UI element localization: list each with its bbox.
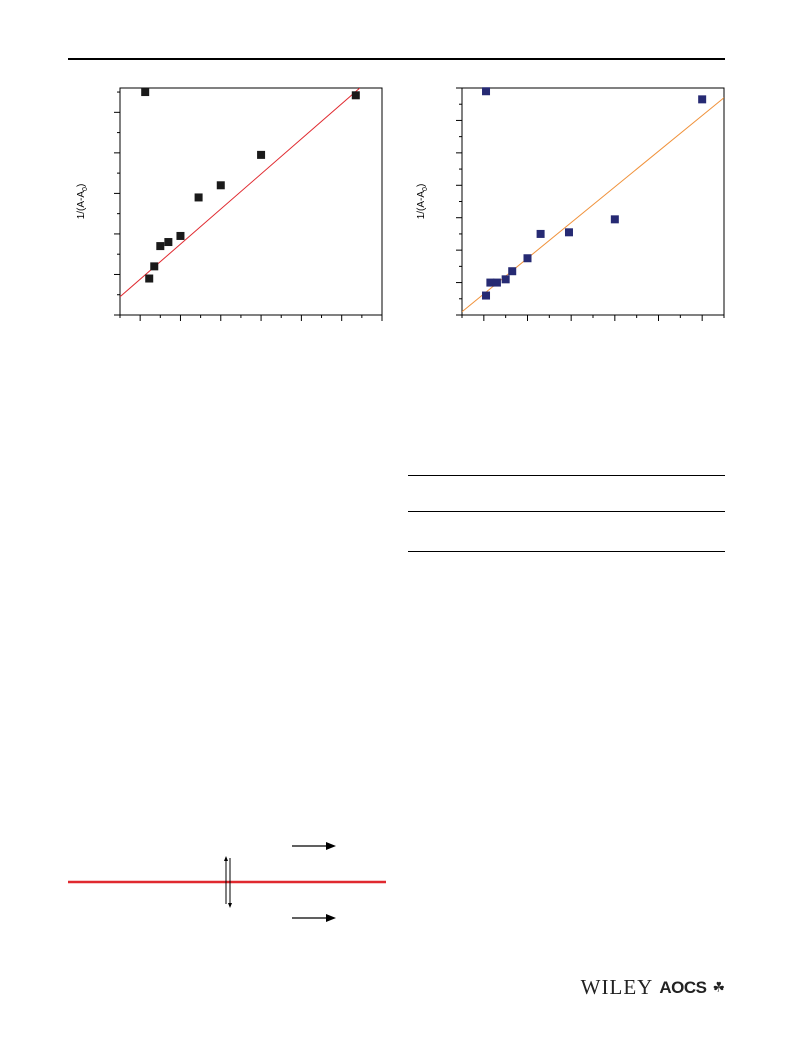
aocs-logo: AOCS bbox=[659, 977, 707, 997]
header-rule bbox=[68, 58, 725, 60]
data-point bbox=[141, 88, 150, 97]
data-point bbox=[150, 262, 159, 271]
data-point bbox=[492, 278, 501, 287]
arrow-lower bbox=[292, 914, 336, 922]
aocs-clover-icon: ☘ bbox=[712, 979, 725, 995]
y-axis-label: 1/(A-A0) bbox=[76, 184, 89, 220]
scatter-chart-right: 1/(A-A0) bbox=[416, 87, 725, 321]
data-point bbox=[564, 228, 573, 237]
lens-element bbox=[224, 856, 232, 908]
data-point bbox=[176, 231, 185, 240]
plot-frame bbox=[119, 87, 383, 316]
plot-frame bbox=[461, 87, 725, 316]
data-point bbox=[698, 95, 707, 104]
data-point bbox=[501, 275, 510, 284]
data-point bbox=[536, 229, 545, 238]
fit-line bbox=[120, 88, 361, 298]
table-top-rule bbox=[408, 475, 725, 476]
table-header-rule bbox=[408, 511, 725, 512]
data-point bbox=[194, 193, 203, 202]
data-point bbox=[351, 91, 360, 100]
data-point bbox=[482, 87, 491, 96]
data-point bbox=[216, 181, 225, 190]
data-point bbox=[156, 242, 165, 251]
data-point bbox=[486, 278, 495, 287]
data-point bbox=[508, 267, 517, 276]
y-axis-label: 1/(A-A0) bbox=[416, 184, 429, 220]
scatter-chart-left: 1/(A-A0) bbox=[76, 87, 383, 321]
wiley-logo: WILEY bbox=[580, 975, 654, 999]
data-point bbox=[523, 254, 532, 263]
publisher-logos: WILEY AOCS ☘ bbox=[581, 975, 725, 1000]
data-point bbox=[145, 274, 154, 283]
data-point bbox=[257, 150, 266, 159]
data-point bbox=[610, 215, 619, 224]
data-point bbox=[482, 291, 491, 300]
data-point bbox=[164, 238, 173, 247]
optical-diagram bbox=[68, 842, 386, 922]
table-bottom-rule bbox=[408, 551, 725, 552]
fit-line bbox=[462, 97, 724, 313]
arrow-upper bbox=[292, 842, 336, 850]
